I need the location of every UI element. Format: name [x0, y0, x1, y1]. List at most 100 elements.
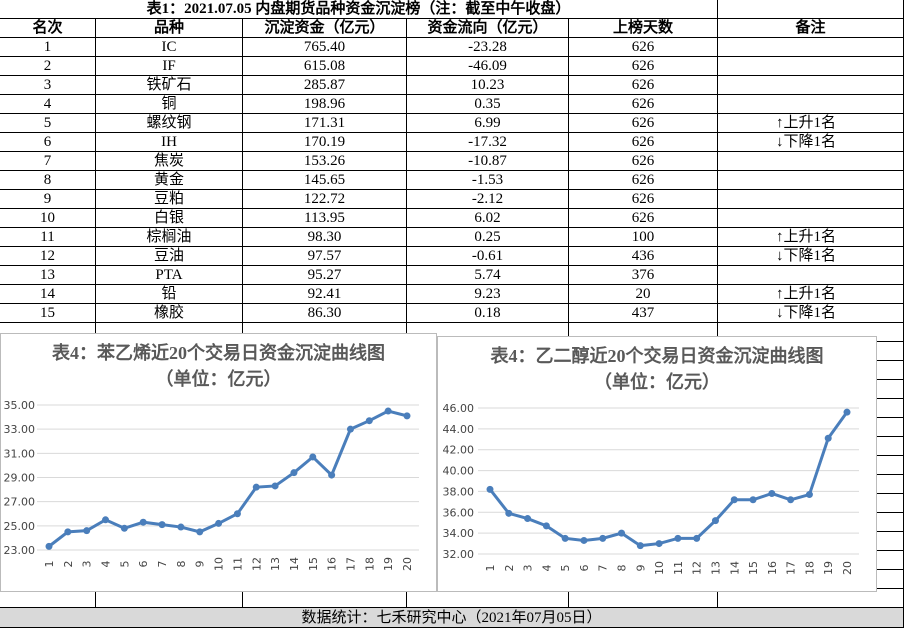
table-cell: 615.08 [243, 57, 407, 76]
table-cell: 626 [569, 76, 718, 95]
table-cell: 白银 [96, 209, 243, 228]
marker [102, 516, 110, 524]
y-tick-label: 29.00 [4, 472, 36, 485]
marker [309, 453, 317, 461]
table-cell: 437 [569, 304, 718, 323]
table-cell: 97.57 [243, 247, 407, 266]
y-tick-label: 31.00 [4, 447, 36, 460]
table-cell: PTA [96, 266, 243, 285]
table-cell: 8 [0, 171, 96, 190]
table-cell: 豆粕 [96, 190, 243, 209]
x-tick-label: 5 [559, 565, 572, 572]
table-cell: 0.18 [407, 304, 569, 323]
column-header: 名次 [0, 19, 96, 38]
chart-title: 表4：苯乙烯近20个交易日资金沉淀曲线图（单位：亿元） [52, 343, 385, 389]
x-tick-label: 6 [578, 565, 591, 572]
column-header: 品种 [96, 19, 243, 38]
y-tick-label: 25.00 [4, 520, 36, 533]
table-cell: 焦炭 [96, 152, 243, 171]
table-cell: ↑上升1名 [718, 114, 904, 133]
table-cell: 1 [0, 38, 96, 57]
table-cell: 6 [0, 133, 96, 152]
y-tick-label: 40.00 [443, 465, 475, 478]
y-tick-label: 34.00 [443, 527, 475, 540]
table-cell: 171.31 [243, 114, 407, 133]
cell [407, 589, 569, 608]
table-cell: 626 [569, 190, 718, 209]
marker [486, 485, 494, 493]
table-cell: 626 [569, 57, 718, 76]
table-cell: ↓下降1名 [718, 304, 904, 323]
marker [177, 523, 185, 531]
line-chart: 32.00 34.00 36.00 38.00 40.00 42.00 44.00 46.00… [443, 402, 859, 575]
x-tick-label: 10 [213, 557, 226, 571]
x-tick-label: 17 [785, 561, 798, 575]
table-cell: 黄金 [96, 171, 243, 190]
marker [384, 407, 392, 415]
table-cell: 橡胶 [96, 304, 243, 323]
x-tick-label: 1 [484, 565, 497, 572]
table-cell: 棕榈油 [96, 228, 243, 247]
x-tick-label: 20 [401, 557, 414, 571]
x-tick-label: 18 [363, 557, 376, 571]
table-cell: 626 [569, 95, 718, 114]
table-cell: ↑上升1名 [718, 285, 904, 304]
table-cell: IF [96, 57, 243, 76]
marker [730, 496, 738, 504]
marker [64, 528, 72, 536]
cell [569, 589, 718, 608]
column-header: 沉淀资金（亿元） [243, 19, 407, 38]
table-cell: 92.41 [243, 285, 407, 304]
table-cell: 98.30 [243, 228, 407, 247]
marker [290, 469, 298, 477]
table-cell: 5.74 [407, 266, 569, 285]
x-tick-label: 12 [691, 561, 704, 575]
x-tick-label: 9 [634, 565, 647, 572]
marker [824, 434, 832, 442]
table-cell: 铁矿石 [96, 76, 243, 95]
cell [0, 589, 96, 608]
table-cell: -23.28 [407, 38, 569, 57]
x-tick-label: 2 [503, 565, 516, 572]
footer: 数据统计：七禾研究中心（2021年07月05日） [0, 608, 904, 628]
table-cell: 626 [569, 209, 718, 228]
marker [768, 490, 776, 498]
column-header: 资金流向（亿元） [407, 19, 569, 38]
table-cell: 螺纹钢 [96, 114, 243, 133]
x-tick-label: 16 [766, 561, 779, 575]
chart-title: 表4：乙二醇近20个交易日资金沉淀曲线图（单位：亿元） [490, 346, 824, 392]
table-cell: 100 [569, 228, 718, 247]
marker [636, 542, 644, 550]
table-cell: 436 [569, 247, 718, 266]
x-tick-label: 19 [382, 557, 395, 571]
x-tick-label: 11 [231, 557, 244, 571]
table-cell: 铜 [96, 95, 243, 114]
table-cell: 10 [0, 209, 96, 228]
table-cell: 10.23 [407, 76, 569, 95]
x-tick-label: 10 [653, 561, 666, 575]
x-tick-label: 18 [803, 561, 816, 575]
marker [139, 518, 147, 526]
marker [843, 408, 851, 416]
table-cell: 95.27 [243, 266, 407, 285]
marker [542, 522, 550, 530]
table-cell: ↓下降1名 [718, 133, 904, 152]
table-cell: 11 [0, 228, 96, 247]
marker [805, 491, 813, 499]
column-header: 备注 [718, 19, 904, 38]
table-cell: -10.87 [407, 152, 569, 171]
cell [718, 171, 904, 190]
x-tick-label: 8 [616, 565, 629, 572]
table-cell: 170.19 [243, 133, 407, 152]
table-cell: 626 [569, 38, 718, 57]
table-cell: 376 [569, 266, 718, 285]
table-cell: 9 [0, 190, 96, 209]
marker [505, 509, 513, 517]
x-tick-label: 11 [672, 561, 685, 575]
y-tick-label: 32.00 [443, 548, 475, 561]
cell [96, 589, 243, 608]
x-tick-label: 15 [307, 557, 320, 571]
x-tick-label: 7 [597, 565, 610, 572]
marker [233, 510, 241, 518]
